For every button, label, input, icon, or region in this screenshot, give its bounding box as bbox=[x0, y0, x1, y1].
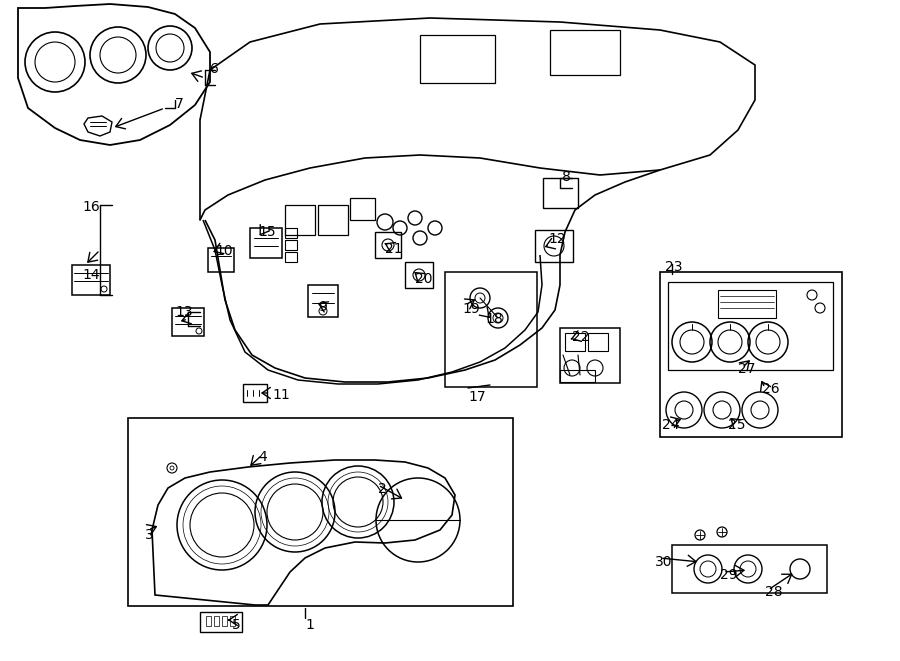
Text: 17: 17 bbox=[468, 390, 486, 404]
Text: 30: 30 bbox=[655, 555, 672, 569]
Bar bbox=[672, 545, 827, 593]
Bar bbox=[230, 616, 235, 626]
Text: 13: 13 bbox=[175, 305, 193, 319]
Text: 16: 16 bbox=[82, 200, 100, 214]
Bar bbox=[285, 240, 297, 250]
Bar bbox=[208, 248, 234, 272]
Text: 9: 9 bbox=[318, 300, 327, 314]
Text: 19: 19 bbox=[462, 302, 480, 316]
Text: 27: 27 bbox=[738, 362, 755, 376]
Bar bbox=[243, 384, 267, 402]
Bar bbox=[285, 228, 297, 238]
Bar bbox=[550, 30, 620, 75]
Text: 11: 11 bbox=[272, 388, 290, 402]
Bar bbox=[588, 333, 608, 351]
Bar bbox=[543, 178, 578, 208]
Text: 5: 5 bbox=[232, 618, 241, 632]
Text: 28: 28 bbox=[765, 585, 783, 599]
Bar bbox=[405, 262, 433, 288]
Text: 18: 18 bbox=[485, 312, 503, 326]
Bar bbox=[565, 333, 585, 351]
Text: 26: 26 bbox=[762, 382, 779, 396]
Text: 4: 4 bbox=[258, 450, 266, 464]
Bar bbox=[535, 230, 573, 262]
Bar bbox=[718, 290, 776, 318]
Text: 15: 15 bbox=[258, 225, 275, 239]
Bar bbox=[214, 616, 219, 626]
Bar bbox=[560, 328, 620, 383]
Bar bbox=[318, 205, 348, 235]
Text: 20: 20 bbox=[415, 272, 433, 286]
Bar bbox=[222, 616, 227, 626]
Bar bbox=[200, 612, 242, 632]
Bar bbox=[285, 252, 297, 262]
Bar bbox=[285, 205, 315, 235]
Bar bbox=[660, 272, 842, 437]
Bar bbox=[206, 616, 211, 626]
Bar bbox=[445, 272, 537, 387]
Text: 8: 8 bbox=[562, 170, 571, 184]
Text: 24: 24 bbox=[662, 418, 680, 432]
Bar bbox=[375, 232, 401, 258]
Text: 23: 23 bbox=[665, 260, 682, 274]
Text: 12: 12 bbox=[548, 232, 565, 246]
Text: 25: 25 bbox=[728, 418, 745, 432]
Text: 6: 6 bbox=[210, 62, 219, 76]
Bar bbox=[128, 418, 513, 606]
Text: 21: 21 bbox=[385, 242, 402, 256]
Bar bbox=[420, 35, 495, 83]
Bar bbox=[250, 228, 282, 258]
Bar bbox=[172, 308, 204, 336]
Bar bbox=[308, 285, 338, 317]
Text: 2: 2 bbox=[378, 482, 387, 496]
Bar bbox=[72, 265, 110, 295]
Text: 3: 3 bbox=[145, 528, 154, 542]
Text: 7: 7 bbox=[175, 97, 184, 111]
Text: 14: 14 bbox=[82, 268, 100, 282]
Text: 22: 22 bbox=[572, 330, 590, 344]
Text: 1: 1 bbox=[305, 618, 314, 632]
Text: 29: 29 bbox=[720, 568, 738, 582]
Bar bbox=[668, 282, 833, 370]
Bar bbox=[560, 370, 595, 382]
Bar bbox=[350, 198, 375, 220]
Text: 10: 10 bbox=[215, 244, 232, 258]
